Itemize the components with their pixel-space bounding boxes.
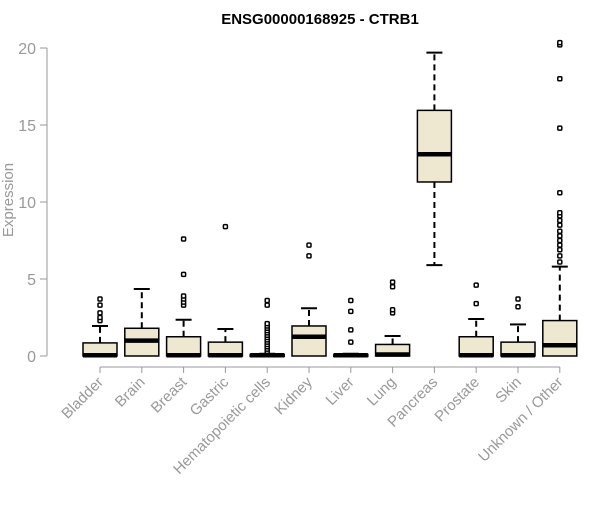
outlier-point xyxy=(557,233,563,239)
box-iqr xyxy=(416,109,453,183)
outlier-point xyxy=(97,314,103,321)
y-tick-label: 0 xyxy=(27,349,36,366)
outlier-point xyxy=(557,246,563,253)
outlier-point xyxy=(97,296,103,302)
outlier-point xyxy=(389,307,396,313)
outlier-point xyxy=(389,283,396,290)
outlier-point xyxy=(557,39,563,46)
y-tick-label: 5 xyxy=(27,272,36,289)
outlier-point xyxy=(557,125,563,131)
y-tick-label: 15 xyxy=(18,118,36,135)
chart-title: ENSG00000168925 - CTRB1 xyxy=(221,11,419,28)
outlier-point xyxy=(389,279,396,285)
x-tick-label: Kidney xyxy=(271,373,316,418)
box-gastric xyxy=(207,223,244,358)
box-brain xyxy=(124,288,160,357)
box-kidney xyxy=(291,242,327,357)
outlier-point xyxy=(180,293,187,299)
outlier-point xyxy=(264,302,270,308)
box-iqr xyxy=(291,325,327,357)
x-tick-label: Prostate xyxy=(431,374,483,426)
outlier-point xyxy=(222,223,229,230)
box-breast xyxy=(165,236,202,358)
outlier-point xyxy=(557,190,563,196)
x-tick-label: Liver xyxy=(323,374,358,409)
outlier-point xyxy=(180,236,187,242)
box-iqr xyxy=(542,319,578,357)
plot-area xyxy=(82,39,578,358)
x-tick-label: Lung xyxy=(364,374,400,410)
x-tick-label: Breast xyxy=(148,373,191,416)
x-tick-label: Bladder xyxy=(58,374,107,423)
box-lung xyxy=(374,279,411,357)
y-axis-label: Expression xyxy=(0,163,17,237)
outlier-point xyxy=(348,327,354,333)
outlier-point xyxy=(557,210,563,216)
outlier-point xyxy=(557,237,563,244)
outlier-point xyxy=(264,320,270,327)
outlier-point xyxy=(348,297,354,304)
box-pancreas xyxy=(416,51,453,267)
outlier-point xyxy=(97,310,103,316)
box-liver xyxy=(333,297,369,358)
box-unknown-other xyxy=(542,39,578,357)
outlier-point xyxy=(473,300,479,307)
outlier-point xyxy=(306,253,312,259)
x-tick-label: Brain xyxy=(112,374,149,411)
y-axis: 0 5 10 15 20 xyxy=(18,41,48,366)
box-hematopoietic-cells xyxy=(249,297,285,358)
outlier-point xyxy=(473,282,479,288)
outlier-point xyxy=(515,296,521,302)
y-tick-label: 10 xyxy=(18,195,36,212)
outlier-point xyxy=(557,242,563,248)
outlier-point xyxy=(97,302,103,308)
box-skin xyxy=(500,296,536,358)
outlier-point xyxy=(557,76,563,82)
box-bladder xyxy=(82,296,118,358)
outlier-point xyxy=(180,271,187,278)
outlier-point xyxy=(348,308,354,315)
outlier-point xyxy=(557,222,563,228)
outlier-point xyxy=(557,259,563,265)
box-prostate xyxy=(458,282,494,358)
outlier-point xyxy=(264,297,270,304)
outlier-point xyxy=(557,217,563,224)
outlier-point xyxy=(306,242,312,248)
outlier-point xyxy=(348,339,354,345)
outlier-point xyxy=(515,303,521,310)
outlier-point xyxy=(557,253,563,259)
x-tick-label: Skin xyxy=(492,374,525,407)
y-tick-label: 20 xyxy=(18,41,36,58)
outlier-point xyxy=(557,228,563,235)
